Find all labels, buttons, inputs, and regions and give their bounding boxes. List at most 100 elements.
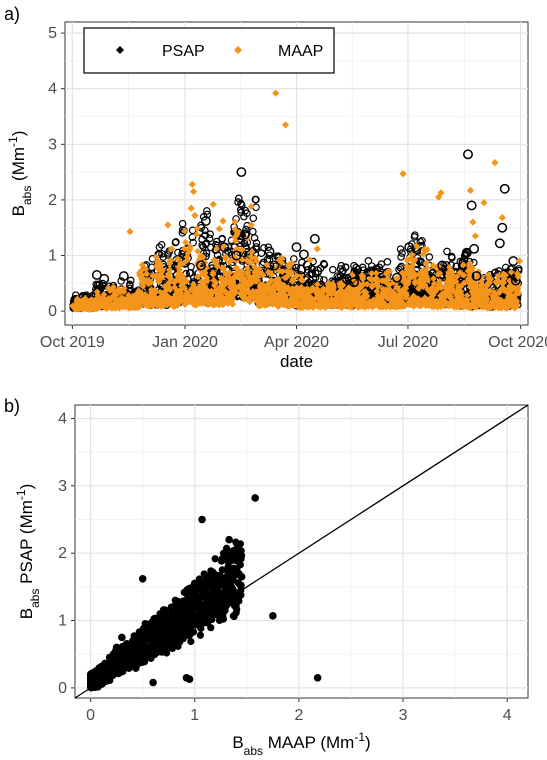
psap-point: [312, 266, 323, 277]
x-tick-label: Oct 2020: [488, 334, 547, 351]
maap-point: [267, 277, 275, 284]
psap-point: [201, 226, 209, 235]
maap-point: [132, 297, 140, 305]
psap-point: [240, 229, 251, 240]
maap-point: [424, 286, 432, 293]
maap-point: [401, 284, 408, 292]
maap-point: [491, 289, 499, 296]
maap-point: [412, 242, 420, 250]
maap-point: [281, 286, 289, 294]
maap-point: [152, 294, 159, 301]
maap-point: [258, 270, 266, 278]
maap-point: [436, 269, 444, 277]
maap-point: [213, 258, 221, 266]
psap-point: [396, 264, 405, 272]
maap-point: [212, 278, 220, 286]
maap-point: [143, 270, 151, 278]
maap-point: [166, 286, 174, 294]
maap-point: [177, 298, 184, 306]
maap-point: [401, 290, 409, 298]
legend-psap-key: [116, 46, 124, 54]
psap-point: [202, 249, 211, 257]
psap-point: [437, 260, 448, 271]
maap-point: [216, 299, 223, 307]
maap-point: [374, 293, 382, 301]
psap-point: [471, 271, 482, 282]
psap-point: [157, 240, 166, 249]
maap-point: [469, 218, 477, 226]
legend-psap-label: PSAP: [162, 43, 205, 60]
maap-point: [253, 257, 260, 265]
maap-point: [247, 258, 255, 266]
psap-point: [264, 246, 275, 257]
maap-point: [234, 228, 242, 236]
psap-point: [497, 222, 508, 233]
panel-b-gridlines: [75, 405, 528, 698]
maap-point: [329, 282, 337, 290]
psap-point: [320, 260, 329, 269]
maap-point: [203, 277, 211, 285]
maap-point: [108, 304, 115, 312]
panel-b-data-marks: [87, 494, 322, 692]
maap-point: [401, 275, 408, 282]
maap-point: [417, 302, 425, 310]
maap-point: [154, 295, 162, 303]
maap-point: [387, 302, 395, 310]
psap-point: [396, 245, 405, 253]
maap-point: [226, 276, 234, 284]
psap-point: [242, 225, 250, 234]
psap-point: [383, 258, 392, 266]
maap-point: [220, 265, 228, 272]
maap-point: [430, 275, 437, 282]
maap-point: [375, 283, 382, 291]
maap-point: [337, 283, 345, 291]
psap-point: [320, 276, 328, 284]
maap-point: [194, 273, 202, 280]
maap-point: [297, 271, 305, 279]
maap-point: [495, 278, 503, 286]
maap-point: [382, 270, 390, 277]
psap-point: [298, 249, 309, 260]
psap-point: [126, 280, 134, 289]
psap-point: [206, 230, 214, 239]
maap-point: [132, 291, 139, 299]
maap-point: [293, 272, 301, 280]
panel-a-legend: PSAP MAAP: [83, 27, 335, 74]
maap-point: [512, 299, 520, 307]
psap-point: [417, 257, 425, 266]
maap-point: [263, 261, 271, 269]
psap-point: [187, 262, 195, 271]
maap-point: [191, 211, 199, 220]
legend-maap-label: MAAP: [278, 43, 323, 60]
maap-point: [183, 253, 191, 261]
maap-point: [230, 284, 238, 292]
psap-point: [341, 263, 350, 271]
psap-point: [494, 238, 505, 249]
psap-point: [329, 265, 337, 274]
maap-point: [167, 275, 175, 283]
panel-a-x-ticks: Oct 2019 Jan 2020 Apr 2020 Jul 2020 Oct 2020: [40, 325, 547, 351]
maap-point: [247, 253, 255, 261]
psap-point: [200, 216, 211, 226]
maap-point: [411, 256, 419, 264]
maap-point: [466, 186, 475, 195]
maap-point: [384, 275, 392, 283]
maap-point: [105, 296, 113, 304]
maap-point: [278, 268, 286, 276]
maap-point: [324, 280, 332, 288]
psap-point: [196, 260, 206, 271]
maap-point: [166, 266, 173, 274]
maap-point: [182, 277, 190, 285]
maap-point: [189, 285, 197, 293]
maap-point: [491, 159, 499, 167]
maap-point: [164, 221, 172, 229]
panel-b-label: b): [4, 396, 20, 416]
legend-box: [83, 27, 335, 74]
maap-point: [289, 276, 297, 283]
maap-point: [139, 283, 147, 290]
maap-point: [281, 121, 290, 129]
psap-point: [291, 242, 302, 253]
maap-point: [153, 262, 161, 270]
